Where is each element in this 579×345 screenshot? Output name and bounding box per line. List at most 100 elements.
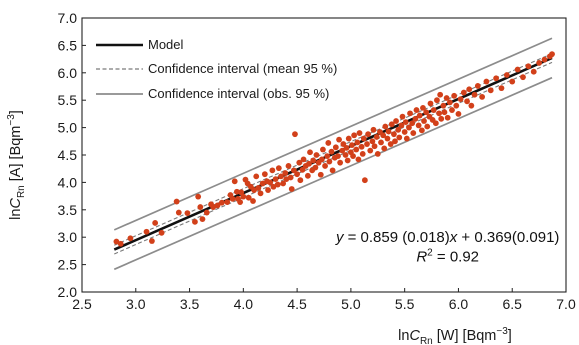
data-point	[449, 107, 455, 113]
data-point	[393, 118, 399, 124]
data-point	[406, 124, 412, 131]
data-point	[261, 171, 268, 178]
data-point	[401, 129, 408, 135]
data-point	[265, 187, 271, 193]
data-point	[322, 163, 328, 169]
x-tick-label: 7.0	[556, 296, 576, 312]
data-point	[369, 138, 376, 145]
data-point	[391, 131, 397, 138]
data-point	[253, 173, 260, 180]
data-point	[329, 167, 336, 174]
data-point	[436, 110, 442, 117]
data-point	[380, 132, 387, 139]
data-point	[498, 85, 505, 92]
data-point	[474, 83, 481, 89]
data-point	[335, 153, 341, 159]
data-point	[399, 113, 406, 120]
data-point	[218, 199, 225, 206]
data-point	[388, 121, 395, 128]
data-point	[493, 75, 499, 82]
xlabel-close: ]	[508, 328, 512, 344]
data-point	[443, 95, 450, 101]
data-point	[424, 123, 431, 130]
data-point	[453, 102, 460, 109]
data-point	[350, 153, 356, 159]
data-point	[184, 210, 191, 216]
x-axis-label: lnCRn [W] [Bqm−3]	[398, 326, 512, 345]
xlabel-var: C	[409, 328, 420, 344]
ylabel-unit: [A] [Bqm	[8, 126, 24, 186]
data-point	[332, 144, 339, 151]
data-point	[358, 143, 365, 150]
data-point	[479, 94, 486, 100]
data-point	[257, 190, 264, 197]
data-point	[384, 135, 391, 142]
data-point	[441, 109, 448, 116]
y-tick-label: 3.0	[58, 229, 78, 245]
data-point	[487, 87, 494, 94]
data-point	[361, 177, 368, 184]
data-point	[318, 156, 325, 163]
legend-label-model: Model	[148, 37, 184, 52]
data-point	[446, 99, 453, 106]
ylabel-var: C	[8, 198, 24, 209]
y-axis-label: lnCRn [A] [Bqm−3]	[6, 110, 27, 220]
ci-obs-upper-line	[113, 37, 553, 231]
data-point	[237, 199, 244, 206]
data-point	[381, 145, 388, 152]
data-point	[416, 112, 423, 119]
data-point	[395, 126, 402, 133]
x-tick-label: 6.0	[449, 296, 469, 312]
data-point	[278, 173, 284, 180]
x-tick-label: 4.5	[287, 296, 307, 312]
data-point	[530, 68, 537, 75]
data-point	[418, 127, 425, 134]
x-tick-label: 2.5	[72, 296, 92, 312]
data-point	[339, 147, 346, 154]
data-point	[387, 141, 394, 147]
ylabel-sup: −3	[6, 114, 17, 126]
data-point	[300, 156, 307, 163]
data-point	[351, 132, 358, 139]
x-tick-label: 3.5	[180, 296, 200, 312]
data-point	[423, 109, 430, 116]
data-point	[113, 238, 120, 245]
data-point	[370, 126, 377, 133]
data-point	[457, 96, 464, 103]
data-point	[296, 159, 303, 166]
x-tick-label: 6.5	[502, 296, 522, 312]
xlabel-unit: [W] [Bqm	[433, 328, 497, 344]
xlabel-sup: −3	[496, 326, 508, 337]
data-point	[306, 160, 312, 167]
data-point	[464, 98, 470, 105]
data-point	[255, 184, 262, 191]
data-point	[173, 198, 180, 205]
data-point	[149, 238, 155, 244]
data-point	[117, 240, 124, 247]
ylabel-close: ]	[8, 110, 24, 114]
data-point	[195, 193, 202, 200]
data-point	[360, 135, 367, 142]
legend-label-ci-obs: Confidence interval (obs. 95 %)	[148, 86, 329, 101]
data-point	[460, 89, 467, 96]
data-point	[250, 198, 256, 204]
data-point	[536, 60, 543, 66]
data-point	[359, 151, 366, 157]
xlabel-sub: Rn	[420, 336, 433, 345]
data-point	[415, 122, 422, 129]
data-point	[158, 229, 165, 236]
data-point	[466, 86, 473, 93]
ylabel-sub: Rn	[16, 185, 27, 198]
data-point	[127, 235, 134, 242]
data-point	[345, 135, 352, 142]
data-point	[336, 136, 342, 143]
data-point	[307, 149, 313, 156]
data-point	[313, 152, 320, 158]
data-point	[509, 78, 516, 85]
data-point	[520, 74, 526, 81]
y-tick-label: 4.0	[58, 174, 78, 190]
data-point	[328, 148, 335, 155]
data-point	[152, 220, 159, 226]
data-point	[549, 51, 555, 58]
